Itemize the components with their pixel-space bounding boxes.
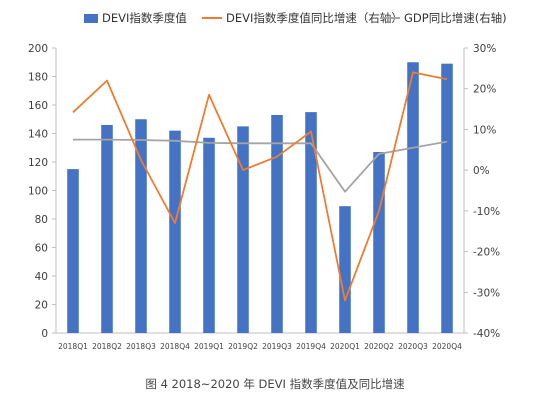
- right-axis-tick-label: 0%: [473, 165, 490, 177]
- bar-devi: [407, 62, 419, 333]
- right-axis-tick-label: 10%: [473, 124, 496, 136]
- right-axis-tick-label: -40%: [473, 328, 500, 340]
- legend-swatch-line: [380, 17, 400, 19]
- x-axis-tick-label: 2018Q4: [160, 342, 190, 351]
- bar-devi: [203, 137, 215, 333]
- right-axis-tick-label: -30%: [473, 287, 500, 299]
- bar-devi: [101, 124, 113, 333]
- legend-swatch-line: [202, 17, 222, 19]
- x-axis-tick-label: 2018Q3: [126, 342, 156, 351]
- x-axis-tick-label: 2018Q2: [92, 342, 122, 351]
- left-axis-tick-label: 40: [35, 271, 48, 283]
- right-axis-tick-label: -10%: [473, 206, 500, 218]
- line-devi-growth: [72, 71, 448, 302]
- bar-devi: [373, 152, 385, 333]
- left-axis-tick-label: 160: [28, 100, 48, 112]
- bar-devi: [271, 114, 283, 333]
- x-axis-tick-label: 2020Q2: [364, 342, 394, 351]
- chart-legend: DEVI指数季度值 DEVI指数季度值同比增速（右轴） GDP同比增速(右轴): [0, 8, 550, 28]
- x-axis-tick-label: 2019Q2: [228, 342, 258, 351]
- right-axis-tick-label: 20%: [473, 84, 496, 96]
- legend-swatch-bar: [84, 13, 98, 23]
- bar-devi: [169, 130, 181, 333]
- bar-devi: [135, 119, 147, 333]
- left-axis-tick-label: 60: [35, 243, 48, 255]
- left-axis-tick-label: 100: [28, 186, 48, 198]
- bar-devi: [441, 63, 453, 334]
- left-axis-tick-label: 180: [28, 72, 48, 84]
- x-axis-tick-label: 2019Q1: [194, 342, 224, 351]
- legend-item-devi-bar: DEVI指数季度值: [84, 8, 187, 28]
- left-axis-tick-label: 80: [35, 214, 48, 226]
- figure-caption: 图 4 2018~2020 年 DEVI 指数季度值及同比增速: [145, 377, 405, 391]
- left-axis-tick-label: 20: [35, 300, 48, 312]
- legend-item-gdp-growth: GDP同比增速(右轴): [380, 8, 507, 28]
- bar-devi: [237, 126, 249, 333]
- bar-devi: [67, 169, 79, 333]
- legend-item-devi-growth: DEVI指数季度值同比增速（右轴）: [202, 8, 403, 28]
- bar-devi: [305, 112, 317, 333]
- x-axis-tick-label: 2019Q4: [296, 342, 326, 351]
- bar-devi: [339, 206, 351, 333]
- legend-label: DEVI指数季度值同比增速（右轴）: [226, 11, 403, 25]
- x-axis-tick-label: 2019Q3: [262, 342, 292, 351]
- left-axis-tick-label: 0: [41, 328, 48, 340]
- legend-label: DEVI指数季度值: [102, 11, 187, 25]
- line-gdp-growth: [73, 138, 448, 193]
- x-axis-tick-label: 2020Q1: [330, 342, 360, 351]
- right-axis-tick-label: 30%: [473, 43, 496, 55]
- x-axis-tick-label: 2018Q1: [58, 342, 88, 351]
- x-axis-tick-label: 2020Q4: [432, 342, 462, 351]
- left-axis-tick-label: 120: [28, 157, 48, 169]
- legend-label: GDP同比增速(右轴): [404, 11, 507, 25]
- left-axis-tick-label: 200: [28, 43, 48, 55]
- right-axis-tick-label: -20%: [473, 247, 500, 259]
- left-axis-tick-label: 140: [28, 129, 48, 141]
- x-axis-tick-label: 2020Q3: [398, 342, 428, 351]
